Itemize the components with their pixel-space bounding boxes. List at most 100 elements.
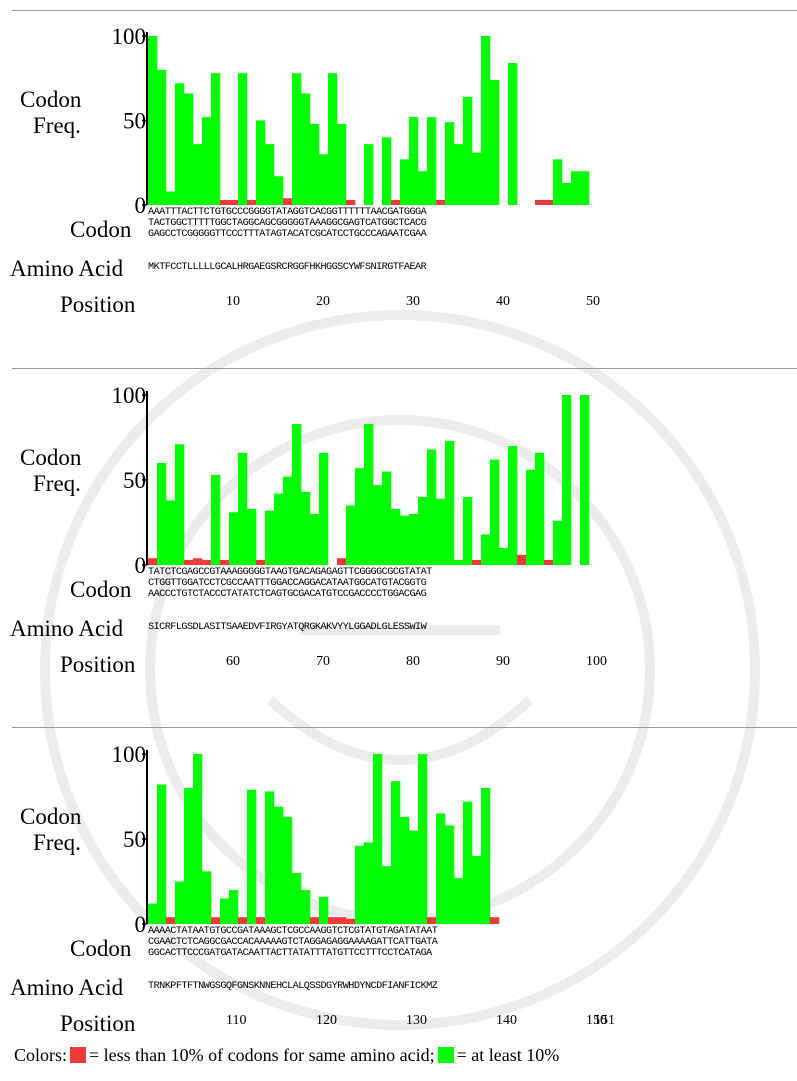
codon-bar [409, 117, 419, 205]
codon-bar [229, 512, 239, 565]
codon-bar [202, 117, 212, 205]
codon-bar [490, 917, 500, 924]
codon-bar [184, 559, 194, 565]
y-tick-label: 50 [123, 827, 146, 852]
codon-bar [445, 122, 455, 205]
codon-row-2: TACTGGCTTTTTGGCTAGGCAGCGGGGGTAAAGGCGAGTC… [148, 218, 427, 229]
codon-bar [265, 791, 275, 924]
codon-bar [229, 890, 239, 924]
codon-bar [436, 498, 446, 565]
color-legend: Colors: = less than 10% of codons for sam… [14, 1045, 559, 1066]
codon-bar [391, 199, 401, 205]
codon-bar [472, 152, 482, 205]
codon-bar [166, 191, 176, 205]
codon-bar [463, 96, 473, 205]
codon-bar [427, 917, 437, 924]
position-tick-label: 40 [496, 294, 510, 309]
codon-bar [319, 896, 329, 924]
legend-low-text: = less than 10% of codons for same amino… [89, 1045, 435, 1065]
codon-bar [256, 120, 266, 205]
codon-bar [274, 176, 284, 205]
codon-freq-label: Codon Freq. [20, 804, 82, 855]
codon-frequency-chart-2: 100 50 0 [112, 383, 590, 575]
codon-bar [211, 474, 221, 565]
codon-bar [274, 806, 284, 924]
codon-bar [274, 493, 284, 565]
codon-bar [400, 515, 410, 565]
codon-bar [301, 890, 311, 924]
codon-bar [202, 871, 212, 924]
codon-bar [373, 485, 383, 565]
codon-bar [562, 183, 572, 205]
codon-bar [409, 830, 419, 924]
codon-bar [400, 159, 410, 205]
y-tick-label: 100 [112, 383, 147, 408]
codon-bar [256, 917, 266, 924]
codon-bar [193, 754, 203, 924]
position-tick-label: 100 [586, 654, 607, 669]
codon-bar [310, 123, 320, 205]
position-tick-label: 90 [496, 654, 510, 669]
codon-bar [418, 171, 428, 205]
codon-bar [301, 491, 311, 565]
codon-bar [562, 395, 572, 565]
codon-bar [454, 878, 464, 924]
y-tick-label: 0 [135, 193, 147, 215]
codon-bar [193, 558, 203, 565]
codon-bar [346, 918, 356, 924]
codon-bar [211, 73, 221, 206]
codon-row-1: AAAACTATAATGTGCCGATAAAGCTCGCCAAGGTCTCGTA… [148, 926, 438, 937]
position-row-label: Position [60, 652, 136, 677]
position-tick-label: 130 [406, 1013, 427, 1028]
codon-bar [337, 917, 347, 924]
codon-bar [418, 754, 428, 924]
codon-bar [157, 463, 167, 565]
position-tick-label: 110 [226, 1013, 247, 1028]
amino-acid-row-label: Amino Acid [10, 616, 124, 641]
codon-bar [247, 508, 257, 565]
codon-bar [337, 123, 347, 205]
codon-row-1: AAATTTACTTCTGTGCCCGGGGTATAGGTCACGGTTTTTT… [148, 207, 427, 218]
position-tick-label: 151 [594, 1013, 615, 1028]
codon-bar [148, 903, 158, 924]
codon-freq-label: Codon Freq. [20, 445, 82, 496]
codon-bar [157, 69, 167, 205]
codon-row-2: CGAACTCTCAGGCGACCACAAAAAGTCTAGGAGAGGAAAA… [148, 937, 438, 948]
codon-bar [427, 449, 437, 565]
legend-prefix: Colors: [14, 1045, 68, 1065]
position-tick-label: 50 [586, 294, 600, 309]
codon-bar [283, 476, 293, 565]
legend-high-swatch [437, 1047, 454, 1063]
y-tick-label: 0 [135, 553, 147, 575]
codon-bar [175, 83, 185, 205]
codon-bar [508, 63, 518, 205]
codon-bar [184, 93, 194, 205]
codon-row-label: Codon [70, 217, 132, 242]
codon-bar [535, 199, 545, 205]
codon-row-3: AACCCTGTCTACCCTATATCTCAGTGCGACATGTCCGACC… [148, 589, 427, 600]
codon-bar [418, 497, 428, 565]
codon-bar [535, 452, 545, 565]
codon-bar [292, 423, 302, 565]
y-tick-label: 0 [135, 912, 147, 935]
codon-bar [319, 452, 329, 565]
codon-bar [445, 825, 455, 924]
panel-separator [12, 368, 797, 369]
codon-bar [220, 559, 230, 565]
position-tick-label: 140 [496, 1013, 517, 1028]
codon-bar [310, 917, 320, 924]
position-tick-label: 20 [316, 294, 330, 309]
codon-bar [166, 917, 176, 924]
codon-bar [553, 520, 563, 565]
codon-bar [292, 873, 302, 924]
position-tick-label: 80 [406, 654, 420, 669]
codon-sequence-rows: AAAACTATAATGTGCCGATAAAGCTCGCCAAGGTCTCGTA… [148, 926, 438, 959]
codon-bar [580, 171, 590, 205]
panel-separator [12, 727, 797, 728]
codon-bar [283, 816, 293, 924]
codon-freq-label: Codon Freq. [20, 87, 82, 138]
codon-sequence-rows: TATCTCGAGCCGTAAAGGGGGTAAGTGACAGAGAGTTCGG… [148, 567, 432, 600]
codon-bar [472, 856, 482, 924]
codon-bar [346, 199, 356, 205]
panel-separator [12, 10, 797, 11]
